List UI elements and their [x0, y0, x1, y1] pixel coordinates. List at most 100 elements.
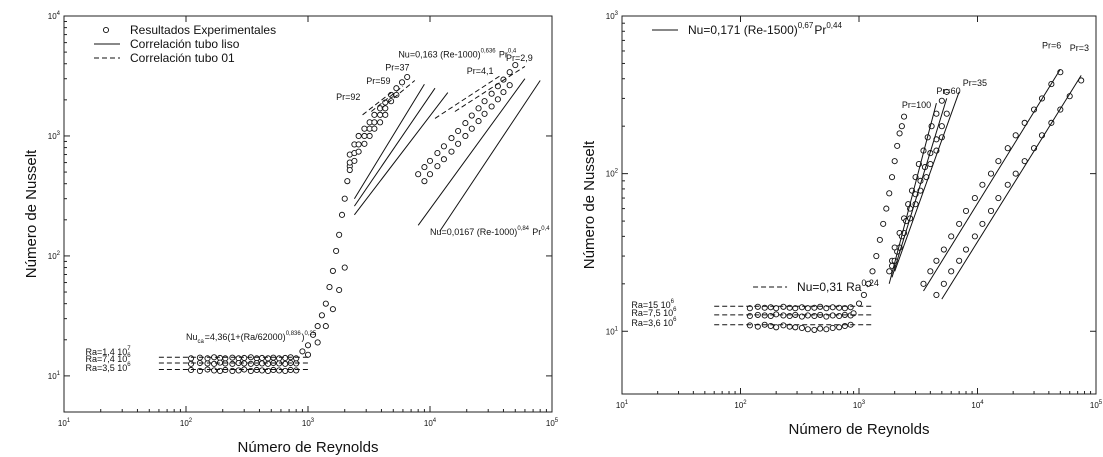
right-chart-data-point	[886, 268, 893, 275]
left-chart-data-point	[488, 103, 495, 110]
left-chart-annotation: Ra=3,5 106	[85, 362, 131, 373]
right-chart-y-tick-label: 103	[606, 11, 619, 21]
right-chart-data-point	[898, 123, 905, 130]
right-chart-y-tick-label: 101	[606, 326, 619, 336]
right-chart-x-tick-label: 101	[616, 400, 629, 410]
right-chart-data-point	[829, 304, 836, 311]
left-chart-annotation: Ra=7,4 106	[85, 353, 131, 364]
right-chart-x-tick-label: 105	[1090, 400, 1103, 410]
left-chart-data-point	[329, 306, 336, 313]
right-chart-data-point	[880, 220, 887, 227]
left-chart-annotation: Nu=0,163 (Re-1000)0,636 Pr0,4	[398, 49, 517, 60]
left-chart-legend-marker	[102, 26, 110, 34]
right-chart-y-tick-label: 102	[606, 169, 619, 179]
left-chart-data-point	[382, 111, 389, 118]
left-chart-data-point	[293, 367, 300, 374]
left-chart-data-point	[235, 367, 242, 374]
right-chart-data-point	[979, 181, 986, 188]
right-chart-data-point	[933, 257, 940, 264]
left-chart-legend-label: Correlación tubo liso	[130, 37, 240, 51]
left-chart-data-point	[388, 98, 395, 105]
right-chart-data-point	[971, 233, 978, 240]
right-chart-data-point	[962, 207, 970, 214]
right-chart-x-tick-label: 102	[734, 400, 747, 410]
left-chart-data-point	[304, 342, 312, 349]
right-chart-data-point	[956, 257, 963, 264]
right-chart-solid-line	[923, 68, 1061, 292]
right-chart-data-point	[995, 158, 1002, 165]
left-chart-data-point	[333, 247, 340, 255]
left-chart-data-point	[322, 300, 329, 307]
left-chart-data-point	[241, 354, 248, 362]
right-chart-data-point	[804, 305, 811, 312]
right-chart-data-point	[767, 322, 774, 330]
right-chart-data-point	[979, 220, 986, 227]
right-chart-data-point	[948, 233, 955, 240]
right-chart-data-point	[847, 304, 854, 311]
left-chart-data-point	[475, 118, 482, 125]
right-chart-data-point	[860, 291, 867, 298]
left-chart-data-point	[341, 195, 348, 202]
left-chart-data-point	[440, 156, 447, 163]
left-chart-data-point	[398, 79, 406, 86]
right-chart-solid-line	[894, 91, 960, 272]
right-chart-data-point	[883, 205, 890, 212]
left-chart-data-point	[336, 286, 343, 294]
right-chart-annotation: Ra=7,5 106	[631, 307, 677, 318]
left-chart-data-point	[351, 157, 358, 164]
right-chart-data-point	[746, 312, 753, 320]
left-chart-data-point	[204, 355, 211, 362]
left-chart-data-point	[264, 355, 272, 362]
left-chart-dashed-line	[362, 92, 392, 116]
right-chart-data-point	[873, 253, 880, 260]
right-chart-solid-line	[888, 102, 937, 284]
right-chart-data-point	[780, 322, 787, 329]
right-chart-data-point	[841, 322, 848, 330]
right-chart-data-point	[811, 312, 818, 320]
right-chart-data-point	[920, 280, 927, 287]
right-chart-data-point	[1004, 145, 1011, 152]
left-chart-data-point	[393, 91, 400, 98]
left-chart-annotation: Pr=4,1	[467, 66, 494, 76]
left-chart-data-point	[434, 150, 441, 157]
right-chart-data-point	[1012, 170, 1019, 177]
left-chart-data-point	[187, 360, 195, 367]
right-chart-data-point	[869, 268, 876, 275]
chart-left: 101 102 103 104 105 101 102 103 104 Número de Rey…	[23, 11, 559, 456]
left-chart-dashed-line	[434, 74, 501, 119]
left-chart-data-point	[488, 90, 495, 97]
left-chart-data-point	[426, 171, 434, 178]
left-chart-data-point	[426, 157, 434, 164]
left-chart-data-point	[415, 171, 422, 178]
right-chart-data-point	[943, 88, 950, 95]
left-chart-data-point	[258, 354, 266, 362]
right-chart-data-point	[894, 142, 901, 149]
left-chart-data-point	[371, 125, 378, 132]
right-chart-data-point	[829, 312, 836, 319]
left-chart-x-tick-label: 103	[302, 418, 315, 428]
right-chart-data-point	[938, 97, 945, 104]
right-chart-data-point	[746, 305, 753, 312]
left-chart-data-point	[299, 348, 306, 355]
left-chart-data-point	[361, 140, 368, 147]
right-chart-data-point	[798, 304, 805, 311]
right-chart-y-axis-title: Número de Nusselt	[581, 140, 598, 269]
left-chart-data-point	[338, 211, 346, 218]
left-chart-data-point	[475, 105, 482, 112]
right-chart-data-point	[886, 190, 893, 197]
left-chart-dashed-line	[370, 85, 404, 112]
left-chart-solid-line	[353, 87, 436, 207]
left-chart-x-tick-label: 105	[546, 418, 559, 428]
right-chart-data-point	[811, 326, 818, 333]
left-chart-annotation: Nuca =4,36(1+(Ra/62000)0,836 )0,25	[186, 331, 317, 345]
left-chart-data-point	[355, 148, 362, 155]
right-chart-solid-line	[941, 75, 1082, 300]
right-chart-data-point	[767, 304, 774, 311]
right-chart-data-point	[773, 305, 780, 312]
right-chart-data-point	[1012, 132, 1019, 139]
left-chart-data-point	[329, 267, 336, 274]
left-chart-annotation: Pr=59	[366, 76, 390, 86]
left-chart-data-point	[371, 111, 378, 118]
left-chart-data-point	[468, 112, 475, 119]
